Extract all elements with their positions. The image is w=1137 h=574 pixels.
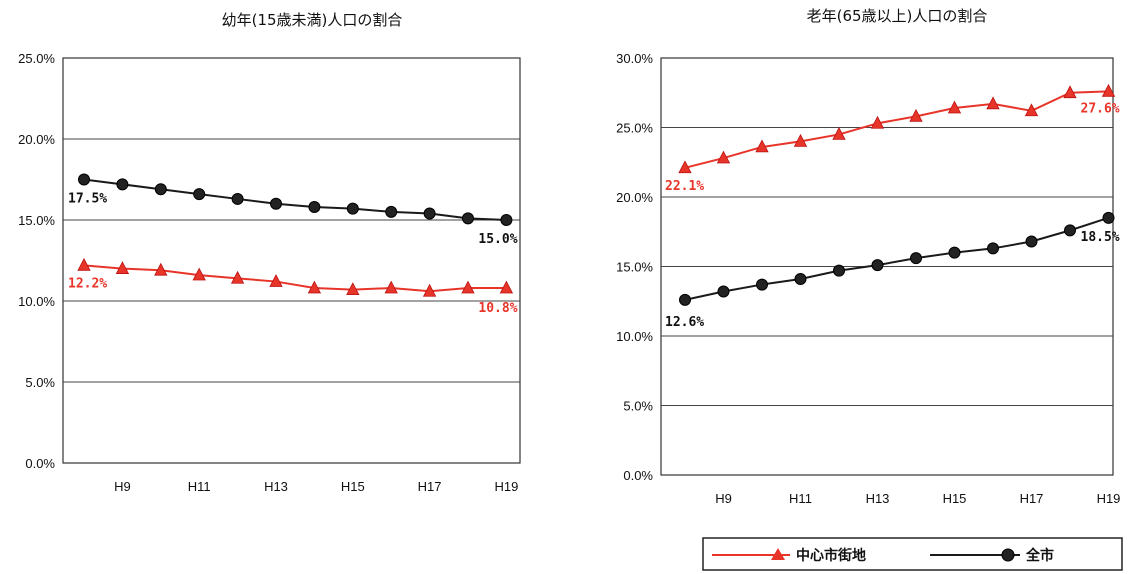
data-point-city	[500, 214, 513, 226]
series-line-central	[83, 264, 507, 293]
plot-area: 0.0% 5.0% 10.0% 15.0% 20.0% 25.0% H9 H11 H13 H15 H…	[18, 51, 521, 494]
series-line-city	[83, 178, 507, 221]
plot-frame	[62, 57, 521, 464]
y-tick-label: 10.0%	[18, 294, 55, 309]
data-point-central	[115, 261, 130, 274]
data-point-city	[346, 202, 359, 215]
x-tick-label: H17	[1020, 491, 1044, 506]
data-point-city	[308, 201, 321, 214]
data-point-central	[422, 283, 437, 297]
data-point-central	[1063, 85, 1077, 99]
x-tick-label: H13	[866, 491, 890, 506]
data-point-city	[1102, 211, 1115, 224]
data-point-central	[269, 274, 283, 287]
data-point-central	[77, 257, 91, 271]
data-point-city	[910, 252, 922, 265]
data-point-city	[717, 285, 730, 298]
data-point-city	[193, 188, 206, 201]
data-point-city	[231, 192, 244, 205]
data-point-central	[192, 267, 206, 281]
data-label-start: 17.5%	[68, 192, 107, 207]
x-tick-label: H11	[789, 491, 812, 506]
y-tick-label: 5.0%	[623, 399, 653, 414]
x-tick-label: H9	[715, 491, 732, 506]
legend-marker-city	[1001, 548, 1015, 562]
data-point-central	[755, 139, 769, 153]
data-point-central	[154, 262, 168, 276]
data-point-city	[1064, 224, 1076, 237]
x-tick-label: H11	[188, 479, 211, 494]
legend-label-central: 中心市街地	[796, 547, 866, 564]
data-label-start: 12.2%	[68, 276, 107, 291]
x-tick-label: H9	[114, 479, 131, 494]
data-point-central	[1101, 83, 1116, 97]
data-point-city	[679, 293, 691, 306]
legend-marker-central	[771, 548, 785, 560]
data-point-city	[270, 197, 282, 210]
data-point-central	[870, 115, 885, 129]
data-point-city	[987, 242, 999, 255]
data-point-central	[461, 280, 475, 294]
data-label-start: 22.1%	[665, 179, 704, 194]
x-tick-label: H13	[264, 479, 288, 494]
data-label-end: 27.6%	[1081, 101, 1120, 116]
data-label-start: 12.6%	[665, 315, 704, 330]
data-point-city	[833, 264, 845, 277]
data-point-city	[871, 259, 884, 272]
chart-title: 老年(65歳以上)人口の割合	[807, 7, 988, 25]
data-point-city	[116, 178, 129, 191]
data-point-central	[716, 150, 731, 164]
data-point-central	[1024, 103, 1039, 117]
x-tick-label: H19	[494, 479, 518, 494]
data-point-central	[230, 270, 245, 284]
y-tick-label: 20.0%	[616, 190, 653, 205]
x-tick-label: H15	[943, 491, 967, 506]
data-point-city	[154, 183, 167, 196]
series-line-central	[684, 90, 1109, 169]
chart-elderly-population: 老年(65歳以上)人口の割合 0.0% 5.0% 10.0% 15.0% 20.0% 25…	[616, 7, 1120, 506]
x-tick-label: H19	[1097, 491, 1121, 506]
series-line-city	[684, 216, 1109, 301]
data-point-city	[948, 246, 961, 259]
data-point-city	[423, 207, 436, 220]
y-tick-label: 20.0%	[18, 132, 55, 147]
y-tick-label: 0.0%	[623, 468, 653, 483]
data-point-city	[756, 278, 768, 291]
data-label-end: 15.0%	[478, 232, 517, 247]
data-point-central	[793, 133, 808, 147]
chart-title: 幼年(15歳未満)人口の割合	[222, 11, 403, 29]
chart-youth-population: 幼年(15歳未満)人口の割合 0.0% 5.0% 10.0% 15.0% 20.0% 25…	[18, 11, 521, 494]
data-point-central	[384, 280, 398, 294]
data-point-central	[909, 108, 923, 122]
legend: 中心市街地 全市	[702, 537, 1123, 571]
data-label-end: 10.8%	[478, 301, 517, 316]
data-point-central	[986, 96, 1000, 110]
data-point-central	[499, 280, 514, 294]
data-point-central	[678, 160, 692, 174]
data-point-city	[385, 205, 398, 218]
y-tick-label: 0.0%	[25, 456, 55, 471]
legend-label-city: 全市	[1025, 547, 1054, 564]
y-tick-label: 25.0%	[616, 121, 653, 136]
y-tick-label: 10.0%	[616, 329, 653, 344]
data-point-central	[947, 100, 962, 114]
plot-area: 0.0% 5.0% 10.0% 15.0% 20.0% 25.0% 30.0% H9 H11 H1…	[616, 51, 1120, 506]
y-tick-label: 15.0%	[616, 260, 653, 275]
data-point-city	[462, 212, 474, 225]
x-tick-label: H15	[341, 479, 365, 494]
data-point-city	[1025, 235, 1038, 248]
data-point-city	[794, 273, 807, 286]
data-point-central	[307, 280, 322, 294]
y-tick-label: 30.0%	[616, 51, 653, 66]
data-point-central	[346, 282, 360, 296]
data-point-city	[78, 173, 90, 186]
x-tick-label: H17	[418, 479, 442, 494]
data-point-central	[832, 126, 846, 140]
y-tick-label: 5.0%	[25, 375, 55, 390]
data-label-end: 18.5%	[1081, 230, 1120, 245]
y-tick-label: 15.0%	[18, 213, 55, 228]
y-tick-label: 25.0%	[18, 51, 55, 66]
